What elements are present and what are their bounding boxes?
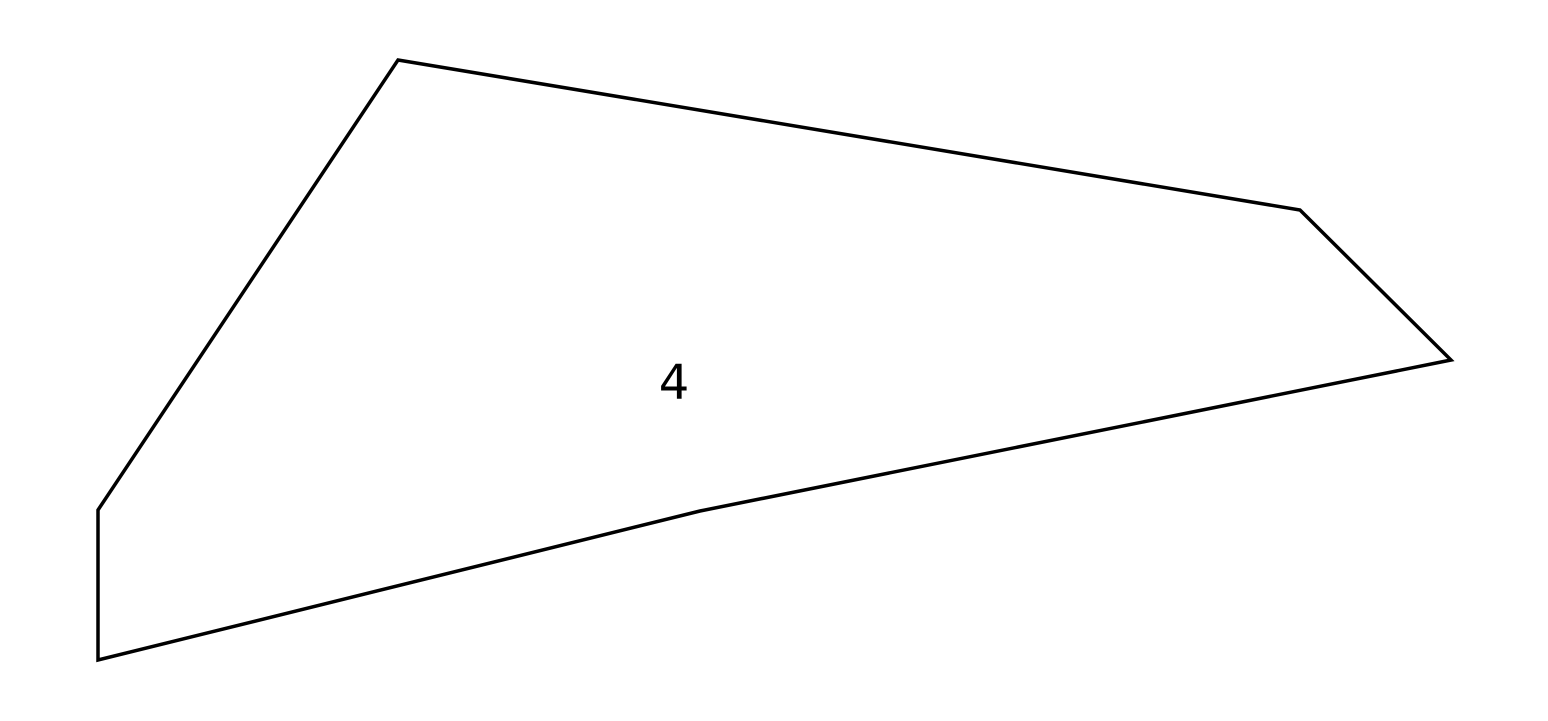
region-label: 4: [659, 355, 690, 411]
region-polygon: [96, 58, 1455, 663]
